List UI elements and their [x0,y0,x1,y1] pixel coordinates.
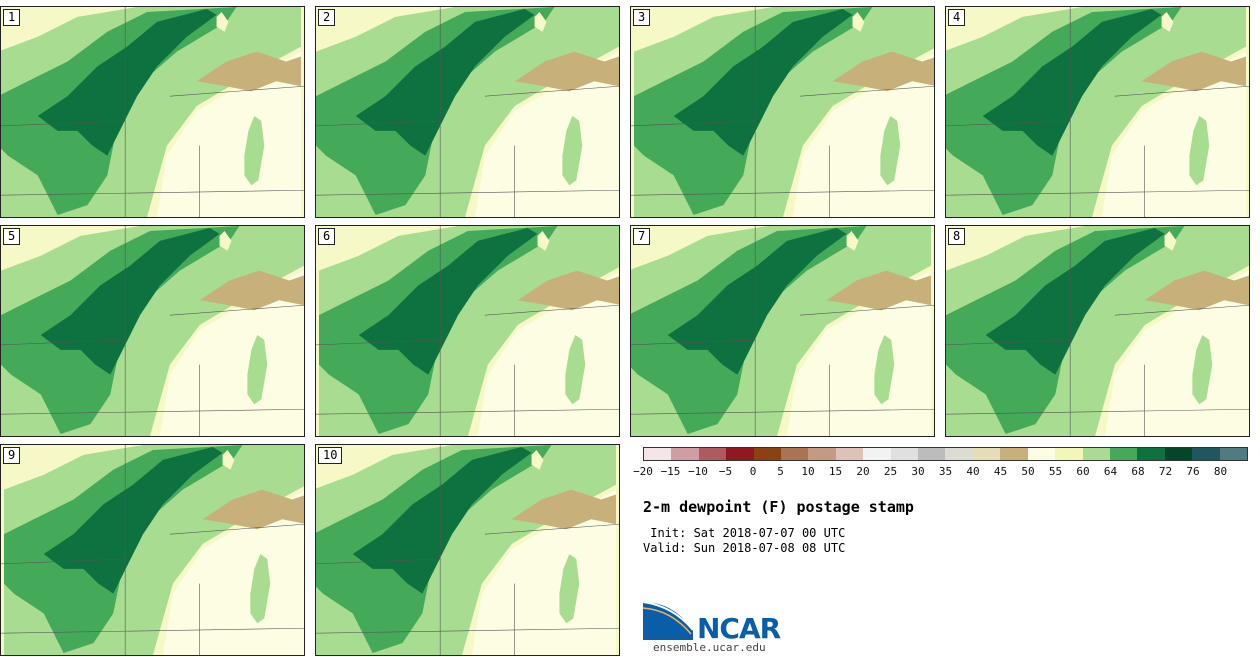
colorbar-swatch [972,448,1001,460]
member-number-label: 9 [3,447,21,464]
colorbar-swatch [753,448,782,460]
member-number-label: 6 [318,228,336,245]
member-number-label: 7 [633,228,651,245]
member-number-label: 2 [318,9,336,26]
colorbar-tick-label: 45 [993,465,1008,478]
colorbar-tick-label: 80 [1213,465,1228,478]
colorbar-tick-label: 76 [1186,465,1200,478]
colorbar-tick-label: −10 [688,465,708,478]
colorbar-swatch [890,448,919,460]
colorbar-swatch [671,448,699,460]
map-title: 2-m dewpoint (F) postage stamp [643,498,914,516]
ensemble-member-map: 7 [630,225,935,437]
colorbar-swatch [808,448,836,460]
member-number-label: 4 [948,9,966,26]
colorbar-swatch [1027,448,1056,460]
dewpoint-field-icon [631,7,934,217]
colorbar-tick-label: 0 [749,465,757,478]
ncar-logo-icon [643,601,694,640]
colorbar-swatch [726,448,754,460]
colorbar-tick-label: 55 [1048,465,1063,478]
colorbar-tick-label: 25 [883,465,898,478]
colorbar-swatch [1192,448,1220,460]
colorbar-swatch [863,448,891,460]
colorbar-tick-label: 15 [828,465,843,478]
dewpoint-field-icon [316,7,619,217]
colorbar-swatch [1164,448,1193,460]
colorbar-swatch [1000,448,1028,460]
colorbar-swatch [1219,448,1247,460]
member-number-label: 3 [633,9,651,26]
member-number-label: 1 [3,9,21,26]
colorbar-swatch [835,448,864,460]
ensemble-url: ensemble.ucar.edu [653,641,766,654]
dewpoint-field-icon [1,7,304,217]
ensemble-member-map: 10 [315,444,620,656]
colorbar-tick-labels: −20 −15 −10 −5 0 5 10 15 20 25 30 35 40 45 50 55 60 64 68 7… [633,465,1248,481]
colorbar-swatch [1137,448,1165,460]
ensemble-member-map: 2 [315,6,620,218]
colorbar-swatch [698,448,727,460]
ensemble-member-map: 6 [315,225,620,437]
colorbar-tick-label: 10 [801,465,815,478]
dewpoint-colorbar [643,447,1248,461]
colorbar-tick-label: −20 [633,465,653,478]
colorbar-tick-label: 40 [966,465,980,478]
colorbar-swatch [781,448,809,460]
dewpoint-field-icon [316,445,619,655]
valid-time: Valid: Sun 2018-07-08 08 UTC [643,541,846,555]
colorbar-swatch [918,448,946,460]
colorbar-swatch [1055,448,1083,460]
dewpoint-field-icon [1,226,304,436]
member-number-label: 8 [948,228,966,245]
ensemble-member-map: 3 [630,6,935,218]
colorbar-tick-label: 50 [1021,465,1035,478]
dewpoint-field-icon [631,226,934,436]
init-time: Init: Sat 2018-07-07 00 UTC [643,526,846,540]
colorbar-tick-label: 60 [1076,465,1090,478]
dewpoint-field-icon [316,226,619,436]
dewpoint-field-icon [1,445,304,655]
colorbar-tick-label: −15 [660,465,681,478]
member-number-label: 5 [3,228,21,245]
colorbar-swatch [644,448,672,460]
ensemble-member-map: 4 [945,6,1250,218]
colorbar-tick-label: 64 [1103,465,1118,478]
member-number-label: 10 [318,447,343,464]
colorbar-tick-label: −5 [718,465,733,478]
colorbar-swatch [945,448,973,460]
dewpoint-field-icon [946,7,1249,217]
ncar-logo-text: NCAR [697,612,781,645]
colorbar-swatch [1082,448,1110,460]
colorbar-tick-label: 72 [1158,465,1173,478]
colorbar-tick-label: 35 [938,465,953,478]
ensemble-member-map: 1 [0,6,305,218]
ensemble-member-map: 8 [945,225,1250,437]
colorbar-tick-label: 5 [777,465,784,478]
colorbar-tick-label: 68 [1131,465,1145,478]
ensemble-member-map: 9 [0,444,305,656]
ensemble-member-map: 5 [0,225,305,437]
colorbar-swatch [1109,448,1138,460]
colorbar-tick-label: 20 [856,465,870,478]
dewpoint-field-icon [946,226,1249,436]
colorbar-tick-label: 30 [911,465,925,478]
